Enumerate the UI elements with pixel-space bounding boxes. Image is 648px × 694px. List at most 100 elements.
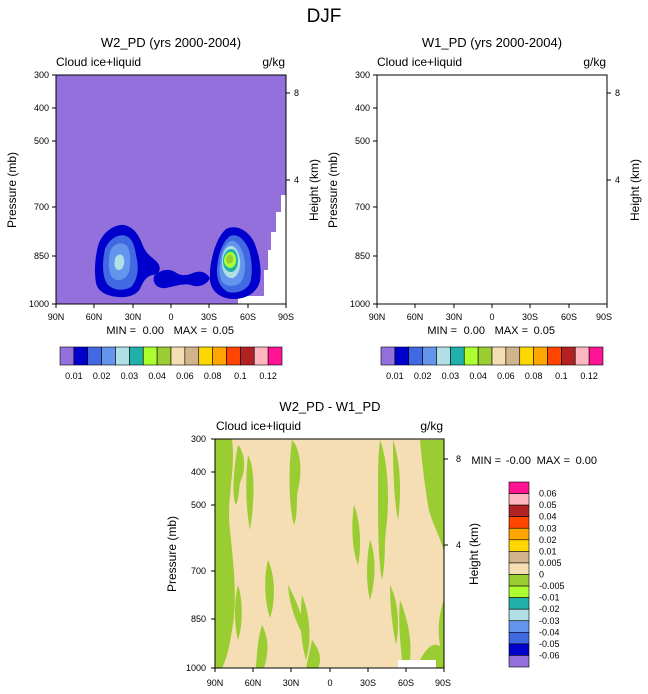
colorbar-label: -0.01 <box>539 593 560 603</box>
x-tick-label: 30S <box>522 312 538 322</box>
colorbar-swatch <box>436 346 451 366</box>
y-axis-label: Pressure (mb) <box>165 516 179 592</box>
max-value: 0.00 <box>576 455 597 467</box>
colorbar-label: 0.08 <box>204 371 222 381</box>
y-tick-label: 700 <box>191 566 206 576</box>
colorbar-swatch <box>450 346 465 366</box>
x-tick-label: 30N <box>125 312 142 322</box>
colorbar-label: 0.01 <box>386 371 404 381</box>
colorbar-swatch <box>508 539 530 552</box>
y-axis: 300 400 500 700 850 1000 Pressure (mb) <box>5 70 56 309</box>
colorbar-label: 0.02 <box>414 371 432 381</box>
colorbar-label: 0.01 <box>65 371 83 381</box>
colorbar-swatch <box>508 574 530 587</box>
colorbar-label: 0.02 <box>539 535 557 545</box>
colorbar-swatch <box>533 346 548 366</box>
panel-w2-pd: W2_PD (yrs 2000-2004) Cloud ice+liquid g… <box>5 35 321 381</box>
x-tick-label: 0 <box>327 678 332 688</box>
variable-label: Cloud ice+liquid <box>377 55 462 69</box>
colorbar-label: 0.04 <box>148 371 166 381</box>
x-tick-label: 60S <box>561 312 577 322</box>
max-label: MAX = <box>537 455 570 467</box>
y-axis-label: Pressure (mb) <box>326 152 340 228</box>
x-tick-label: 30N <box>446 312 463 322</box>
panel-title: W2_PD (yrs 2000-2004) <box>101 35 241 50</box>
colorbar-swatch <box>505 346 521 366</box>
colorbar-label: -0.04 <box>539 627 560 637</box>
height-axis: 8 4 Height (km) <box>607 88 642 221</box>
height-axis-label: Height (km) <box>628 159 642 221</box>
contour-field <box>56 75 286 304</box>
colorbar-label: 0.005 <box>539 558 562 568</box>
x-tick-label: 90N <box>369 312 386 322</box>
colorbar-swatch <box>508 608 530 622</box>
x-tick-label: 60N <box>86 312 103 322</box>
colorbar-swatch <box>253 346 269 366</box>
y-tick-label: 500 <box>355 136 370 146</box>
panel-difference: W2_PD - W1_PD Cloud ice+liquid g/kg <box>165 399 597 688</box>
x-tick-label: 30S <box>360 678 376 688</box>
x-axis: 90N 60N 30N 0 30S 60S 90S <box>369 304 612 322</box>
x-axis: 90N 60N 30N 0 30S 60S 90S <box>48 304 294 322</box>
colorbar-label: 0 <box>539 570 544 580</box>
height-axis: 8 4 Height (km) <box>286 88 321 221</box>
x-tick-label: 60S <box>398 678 414 688</box>
min-label: MIN = <box>106 325 136 337</box>
colorbar-swatch <box>240 346 255 366</box>
contour-field <box>215 439 444 668</box>
x-tick-label: 0 <box>489 312 494 322</box>
height-tick-label: 4 <box>456 540 461 550</box>
height-axis: 8 4 Height (km) <box>444 454 481 585</box>
y-tick-label: 400 <box>34 103 49 113</box>
x-axis: 90N 60N 30N 0 30S 60S 90S <box>207 668 451 688</box>
colorbar-label: 0.04 <box>539 512 557 522</box>
height-axis-label: Height (km) <box>307 159 321 221</box>
colorbar-swatch <box>408 346 423 366</box>
min-max-readout: MIN = 0.00 MAX = 0.05 <box>106 325 234 337</box>
colorbar-label: 0.03 <box>442 371 460 381</box>
height-tick-label: 4 <box>615 175 620 185</box>
colorbar-swatch <box>508 585 530 598</box>
min-label: MIN = <box>471 455 501 467</box>
colorbar-label: 0.08 <box>525 371 543 381</box>
colorbar-label: 0.1 <box>234 371 247 381</box>
colorbar: 0.060.05 0.040.03 0.020.01 0.005 0-0.005 -0.0… <box>508 481 565 668</box>
colorbar-swatch <box>508 655 530 668</box>
colorbar-swatch <box>73 346 89 366</box>
colorbar-label: 0.03 <box>539 523 557 533</box>
height-tick-label: 8 <box>456 454 461 464</box>
panel-title: W2_PD - W1_PD <box>279 399 380 414</box>
colorbar-swatch <box>101 346 116 366</box>
colorbar-label: 0.12 <box>580 371 598 381</box>
colorbar-swatch <box>508 516 530 529</box>
y-axis-label: Pressure (mb) <box>5 152 19 228</box>
y-tick-label: 400 <box>191 467 206 477</box>
colorbar-swatch <box>508 551 530 564</box>
x-tick-label: 90N <box>48 312 65 322</box>
colorbar-swatch <box>267 346 283 366</box>
colorbar-swatch <box>508 493 530 506</box>
colorbar-label: 0.03 <box>121 371 139 381</box>
x-tick-label: 30S <box>201 312 217 322</box>
height-tick-label: 8 <box>294 88 299 98</box>
min-max-readout: MIN = -0.00 MAX = 0.00 <box>471 455 597 467</box>
plot-frame <box>376 74 608 305</box>
y-tick-label: 1000 <box>186 663 206 673</box>
colorbar-swatch <box>508 597 530 610</box>
colorbar-label: -0.05 <box>539 639 560 649</box>
colorbar-swatch <box>561 346 576 366</box>
variable-label: Cloud ice+liquid <box>216 419 301 433</box>
colorbar-swatch <box>508 562 530 575</box>
colorbar-swatch <box>508 527 530 541</box>
colorbar-swatch <box>477 346 493 366</box>
colorbar-label: 0.05 <box>539 500 557 510</box>
colorbar-swatch <box>394 346 410 366</box>
height-axis-label: Height (km) <box>467 523 481 585</box>
max-value: 0.05 <box>534 325 555 337</box>
colorbar-swatch <box>508 620 530 633</box>
y-axis: 300 400 500 700 850 1000 Pressure (mb) <box>165 434 215 673</box>
x-tick-label: 60N <box>245 678 262 688</box>
units-label: g/kg <box>583 55 606 69</box>
colorbar-label: -0.06 <box>539 650 560 660</box>
y-tick-label: 700 <box>34 202 49 212</box>
